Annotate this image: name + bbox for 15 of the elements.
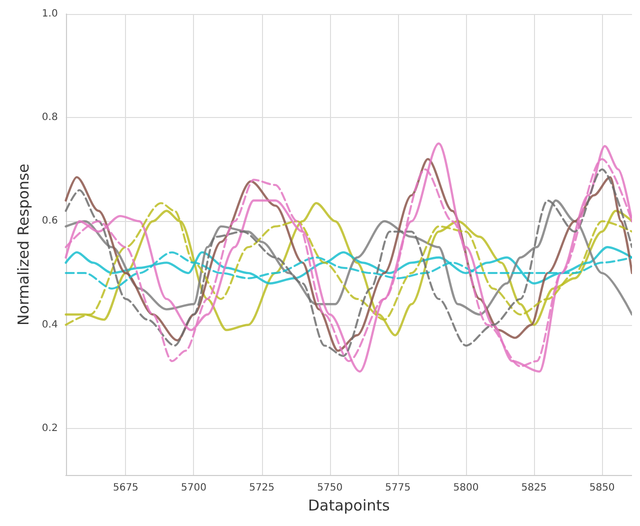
x-tick-label: 5700 <box>181 482 206 494</box>
x-tick-label: 5725 <box>249 482 275 494</box>
x-axis-title: Datapoints <box>308 496 390 514</box>
x-tick-label: 5800 <box>453 482 479 494</box>
y-axis-title: Normalized Response <box>14 164 32 326</box>
y-tick-label: 0.2 <box>42 422 58 434</box>
y-tick-label: 0.4 <box>42 319 58 330</box>
x-tick-label: 5850 <box>589 482 615 494</box>
x-tick-label: 5825 <box>521 482 547 494</box>
x-tick-label: 5750 <box>317 482 343 494</box>
x-tick-label: 5775 <box>385 482 411 494</box>
y-tick-label: 1.0 <box>42 8 58 20</box>
x-tick-label: 5675 <box>112 482 138 494</box>
y-tick-label: 0.8 <box>42 112 58 124</box>
y-tick-label: 0.6 <box>42 216 58 227</box>
